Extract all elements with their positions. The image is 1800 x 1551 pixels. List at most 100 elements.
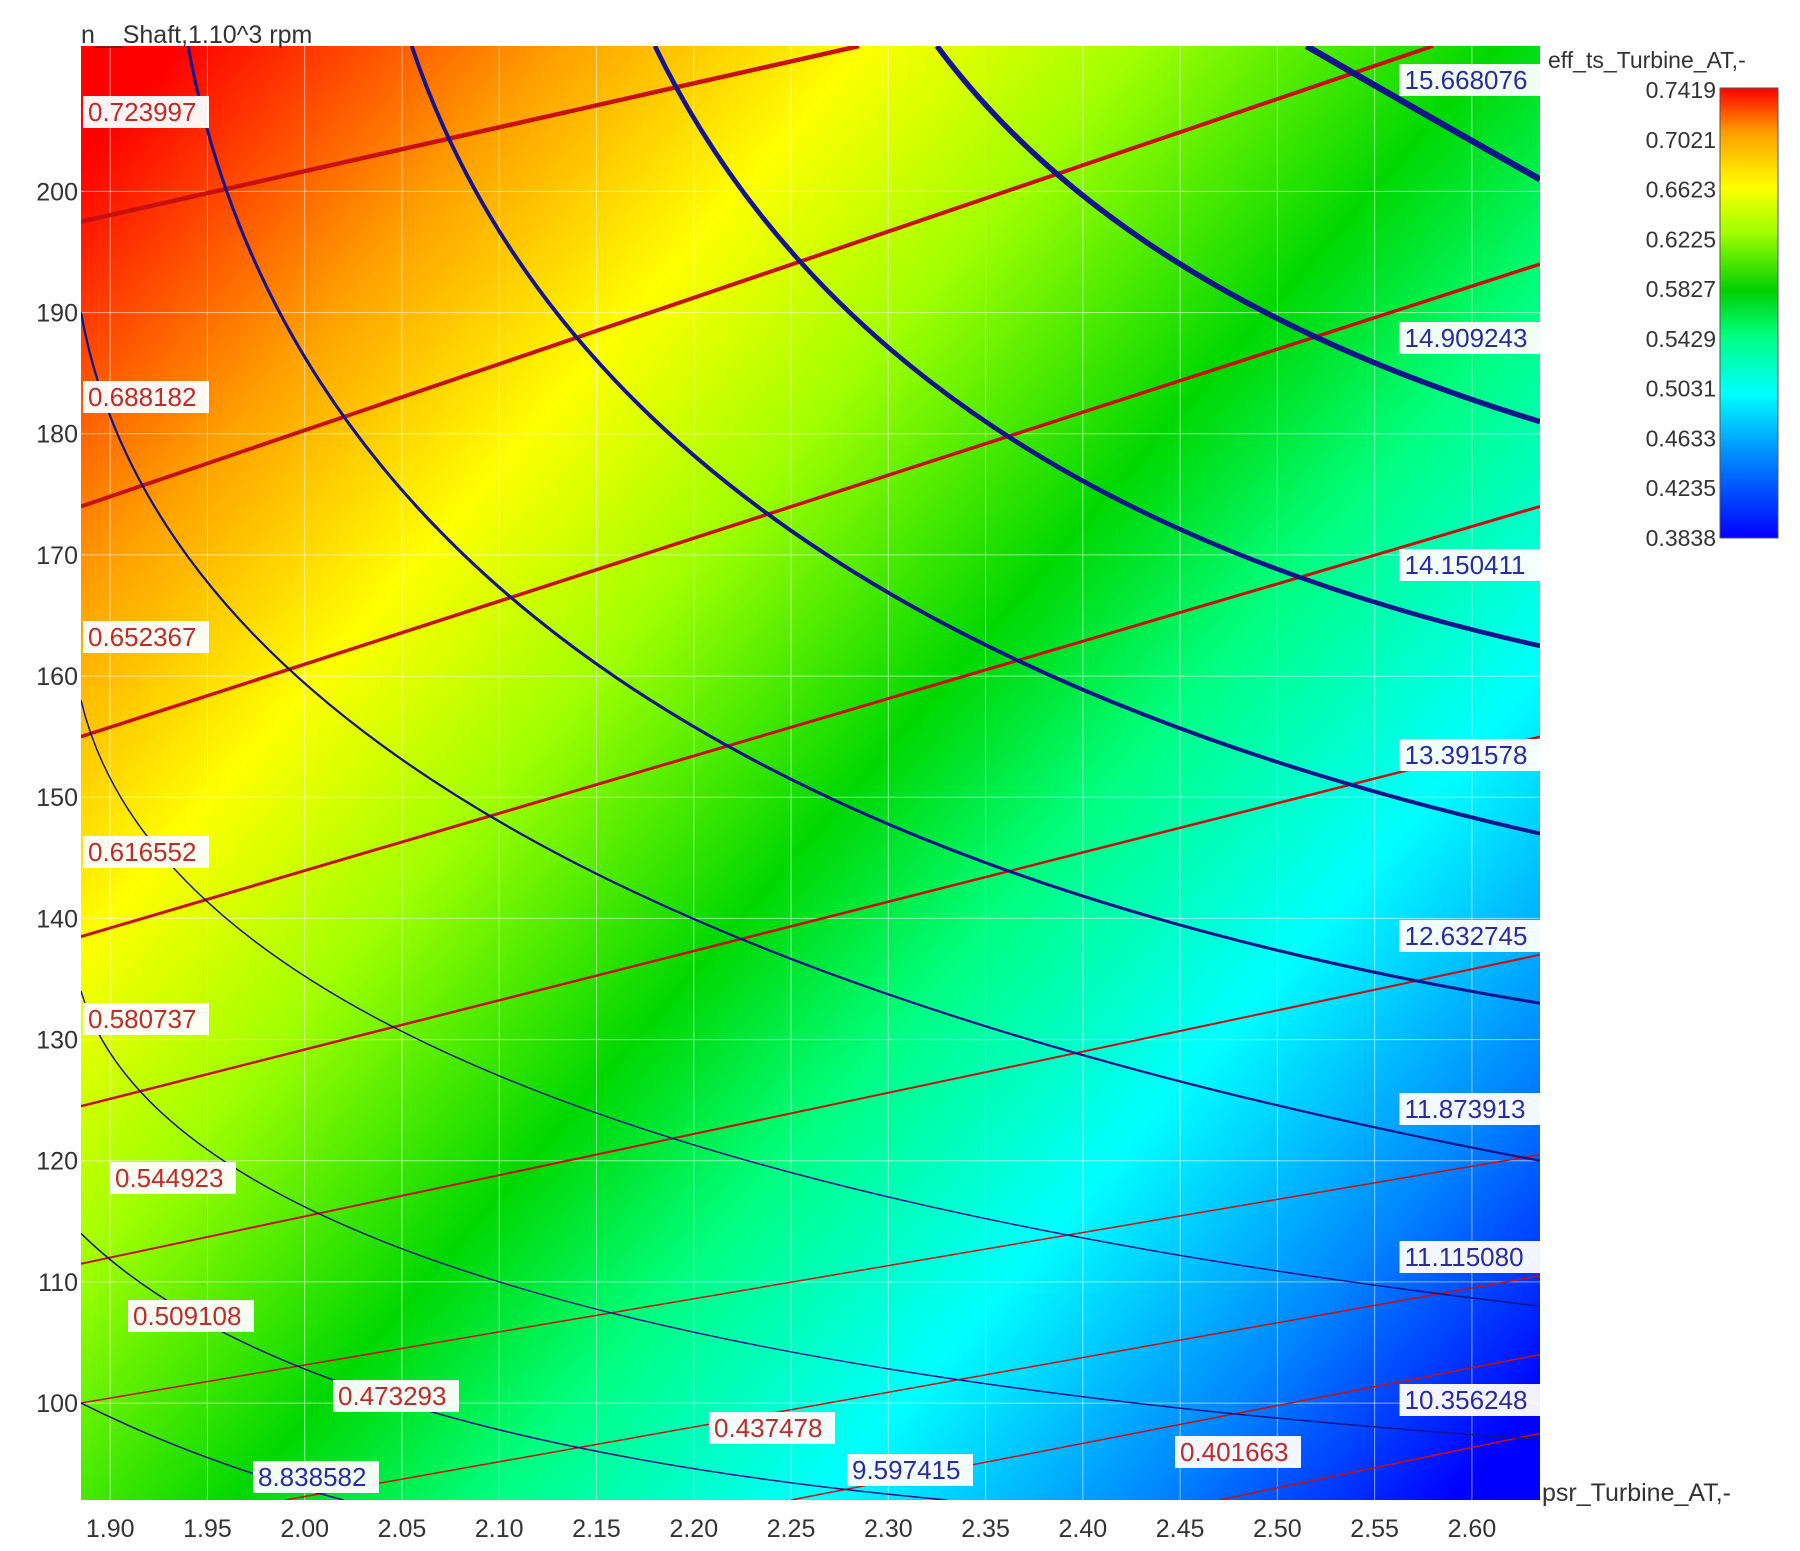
contour-label-text: 10.356248 xyxy=(1405,1385,1528,1415)
y-tick-label: 200 xyxy=(36,178,78,206)
contour-label-box xyxy=(333,1380,459,1412)
colorbar-tick-label: 0.7021 xyxy=(1646,127,1716,153)
colorbar-tick-label: 0.4633 xyxy=(1646,425,1716,451)
efficiency-contour-line xyxy=(81,735,1540,1108)
contour-label-box xyxy=(1399,549,1540,581)
x-tick-label: 2.40 xyxy=(1059,1515,1108,1543)
efficiency-contour-line xyxy=(285,1275,1540,1500)
contour-label-box xyxy=(847,1454,973,1486)
efficiency-contour-line xyxy=(81,262,1540,739)
colorbar-tick-label: 0.5429 xyxy=(1646,326,1716,352)
contour-label-box xyxy=(1399,739,1540,771)
colorbar-tick-label: 0.5827 xyxy=(1646,276,1716,302)
contour-label-box xyxy=(83,621,209,653)
contour-label-box xyxy=(1399,322,1540,354)
contour-label-box xyxy=(83,836,209,868)
y-axis-ticks: 100 110 120 130 140 150 160 170 180 190 200 xyxy=(36,178,78,1418)
mass-flow-contour-line xyxy=(186,46,1540,1005)
colorbar-tick-label: 0.6623 xyxy=(1646,177,1716,203)
y-tick-label: 100 xyxy=(36,1390,78,1418)
contour-label: 9.597415 xyxy=(847,1454,973,1486)
mass-flow-contour-line xyxy=(81,700,1540,1307)
efficiency-contours xyxy=(81,46,1540,1500)
contour-label: 14.150411 xyxy=(1399,549,1540,581)
efficiency-contour-line xyxy=(81,46,860,224)
colorbar xyxy=(1719,87,1779,539)
x-tick-label: 2.30 xyxy=(864,1515,913,1543)
colorbar-tick-label: 0.7419 xyxy=(1646,77,1716,103)
contour-label: 0.652367 xyxy=(83,621,209,653)
x-tick-label: 2.45 xyxy=(1156,1515,1205,1543)
efficiency-contour-line xyxy=(81,46,1434,509)
contour-label-text: 14.909243 xyxy=(1405,323,1528,353)
efficiency-contour-line xyxy=(1218,1432,1540,1500)
contour-label-text: 0.616552 xyxy=(88,837,196,867)
contour-label-box xyxy=(83,1003,209,1035)
x-tick-label: 2.35 xyxy=(961,1515,1010,1543)
x-axis-ticks: 1.90 1.95 2.00 2.05 2.10 2.15 2.20 2.25 2.30 2.35… xyxy=(86,1515,1496,1543)
contour-label-text: 0.688182 xyxy=(88,382,196,412)
contour-label: 10.356248 xyxy=(1399,1384,1540,1416)
contour-label: 0.473293 xyxy=(333,1380,459,1412)
contour-label-text: 0.544923 xyxy=(115,1163,223,1193)
contour-label-box xyxy=(83,381,209,413)
y-axis-title: n__Shaft,1.10^3 rpm xyxy=(81,21,312,49)
colorbar-tick-label: 0.6225 xyxy=(1646,226,1716,252)
x-tick-label: 1.95 xyxy=(183,1515,232,1543)
x-tick-label: 2.50 xyxy=(1253,1515,1302,1543)
contour-label-text: 0.509108 xyxy=(133,1301,241,1331)
contour-label-box xyxy=(709,1412,835,1444)
contour-label: 12.632745 xyxy=(1399,920,1540,952)
contour-label-text: 0.652367 xyxy=(88,622,196,652)
mass-flow-contour-line xyxy=(652,46,1540,649)
contour-label: 0.544923 xyxy=(110,1162,236,1194)
contour-label-box xyxy=(1399,1384,1540,1416)
contour-label-text: 11.873913 xyxy=(1405,1094,1526,1124)
contour-label-text: 13.391578 xyxy=(1405,740,1528,770)
contour-label: 13.391578 xyxy=(1399,739,1540,771)
contour-label-text: 0.723997 xyxy=(88,97,196,127)
contour-label: 11.873913 xyxy=(1399,1093,1540,1125)
x-tick-label: 2.15 xyxy=(572,1515,621,1543)
contour-label: 0.401663 xyxy=(1175,1436,1301,1468)
contour-label-text: 0.473293 xyxy=(338,1381,446,1411)
contour-label-box xyxy=(1399,64,1540,96)
contour-label-text: 12.632745 xyxy=(1405,921,1528,951)
contour-label-box xyxy=(1399,1241,1540,1273)
contour-label: 14.909243 xyxy=(1399,322,1540,354)
contour-label: 0.688182 xyxy=(83,381,209,413)
y-tick-label: 110 xyxy=(38,1269,78,1297)
mass-flow-contours xyxy=(81,46,1540,1500)
contour-label-text: 14.150411 xyxy=(1405,550,1526,580)
contour-label-box xyxy=(83,96,209,128)
x-tick-label: 2.60 xyxy=(1448,1515,1497,1543)
x-tick-label: 2.10 xyxy=(475,1515,524,1543)
contour-label-text: 11.115080 xyxy=(1405,1242,1524,1272)
colorbar-tick-label: 0.5031 xyxy=(1646,376,1716,402)
contour-label-box xyxy=(110,1162,236,1194)
grid xyxy=(81,46,1540,1500)
mass-flow-contour-line xyxy=(1304,46,1540,183)
y-tick-label: 150 xyxy=(36,784,78,812)
contour-label: 0.437478 xyxy=(709,1412,835,1444)
contour-label-text: 9.597415 xyxy=(852,1455,960,1485)
contour-labels: 0.723997 0.688182 0.652367 0.616552 0.580737… xyxy=(83,64,1540,1493)
contour-label-text: 0.580737 xyxy=(88,1004,196,1034)
contour-label-text: 8.838582 xyxy=(258,1462,366,1492)
x-tick-label: 2.25 xyxy=(767,1515,816,1543)
y-tick-label: 190 xyxy=(36,300,78,328)
y-tick-label: 120 xyxy=(36,1148,78,1176)
y-tick-label: 130 xyxy=(36,1027,78,1055)
contour-label-box xyxy=(253,1461,379,1493)
colorbar-ticks: 0.7419 0.7021 0.6623 0.6225 0.5827 0.5429 0.50… xyxy=(1646,77,1716,551)
colorbar-label: eff_ts_Turbine_AT,- xyxy=(1548,47,1746,73)
contour-label: 0.580737 xyxy=(83,1003,209,1035)
mass-flow-contour-line xyxy=(934,46,1540,425)
contour-label-box xyxy=(1399,920,1540,952)
contour-label-text: 0.401663 xyxy=(1180,1437,1288,1467)
y-tick-label: 160 xyxy=(36,663,78,691)
contour-label: 15.668076 xyxy=(1399,64,1540,96)
x-axis-title: psr_Turbine_AT,- xyxy=(1542,1479,1731,1507)
efficiency-contour-line xyxy=(81,953,1540,1265)
